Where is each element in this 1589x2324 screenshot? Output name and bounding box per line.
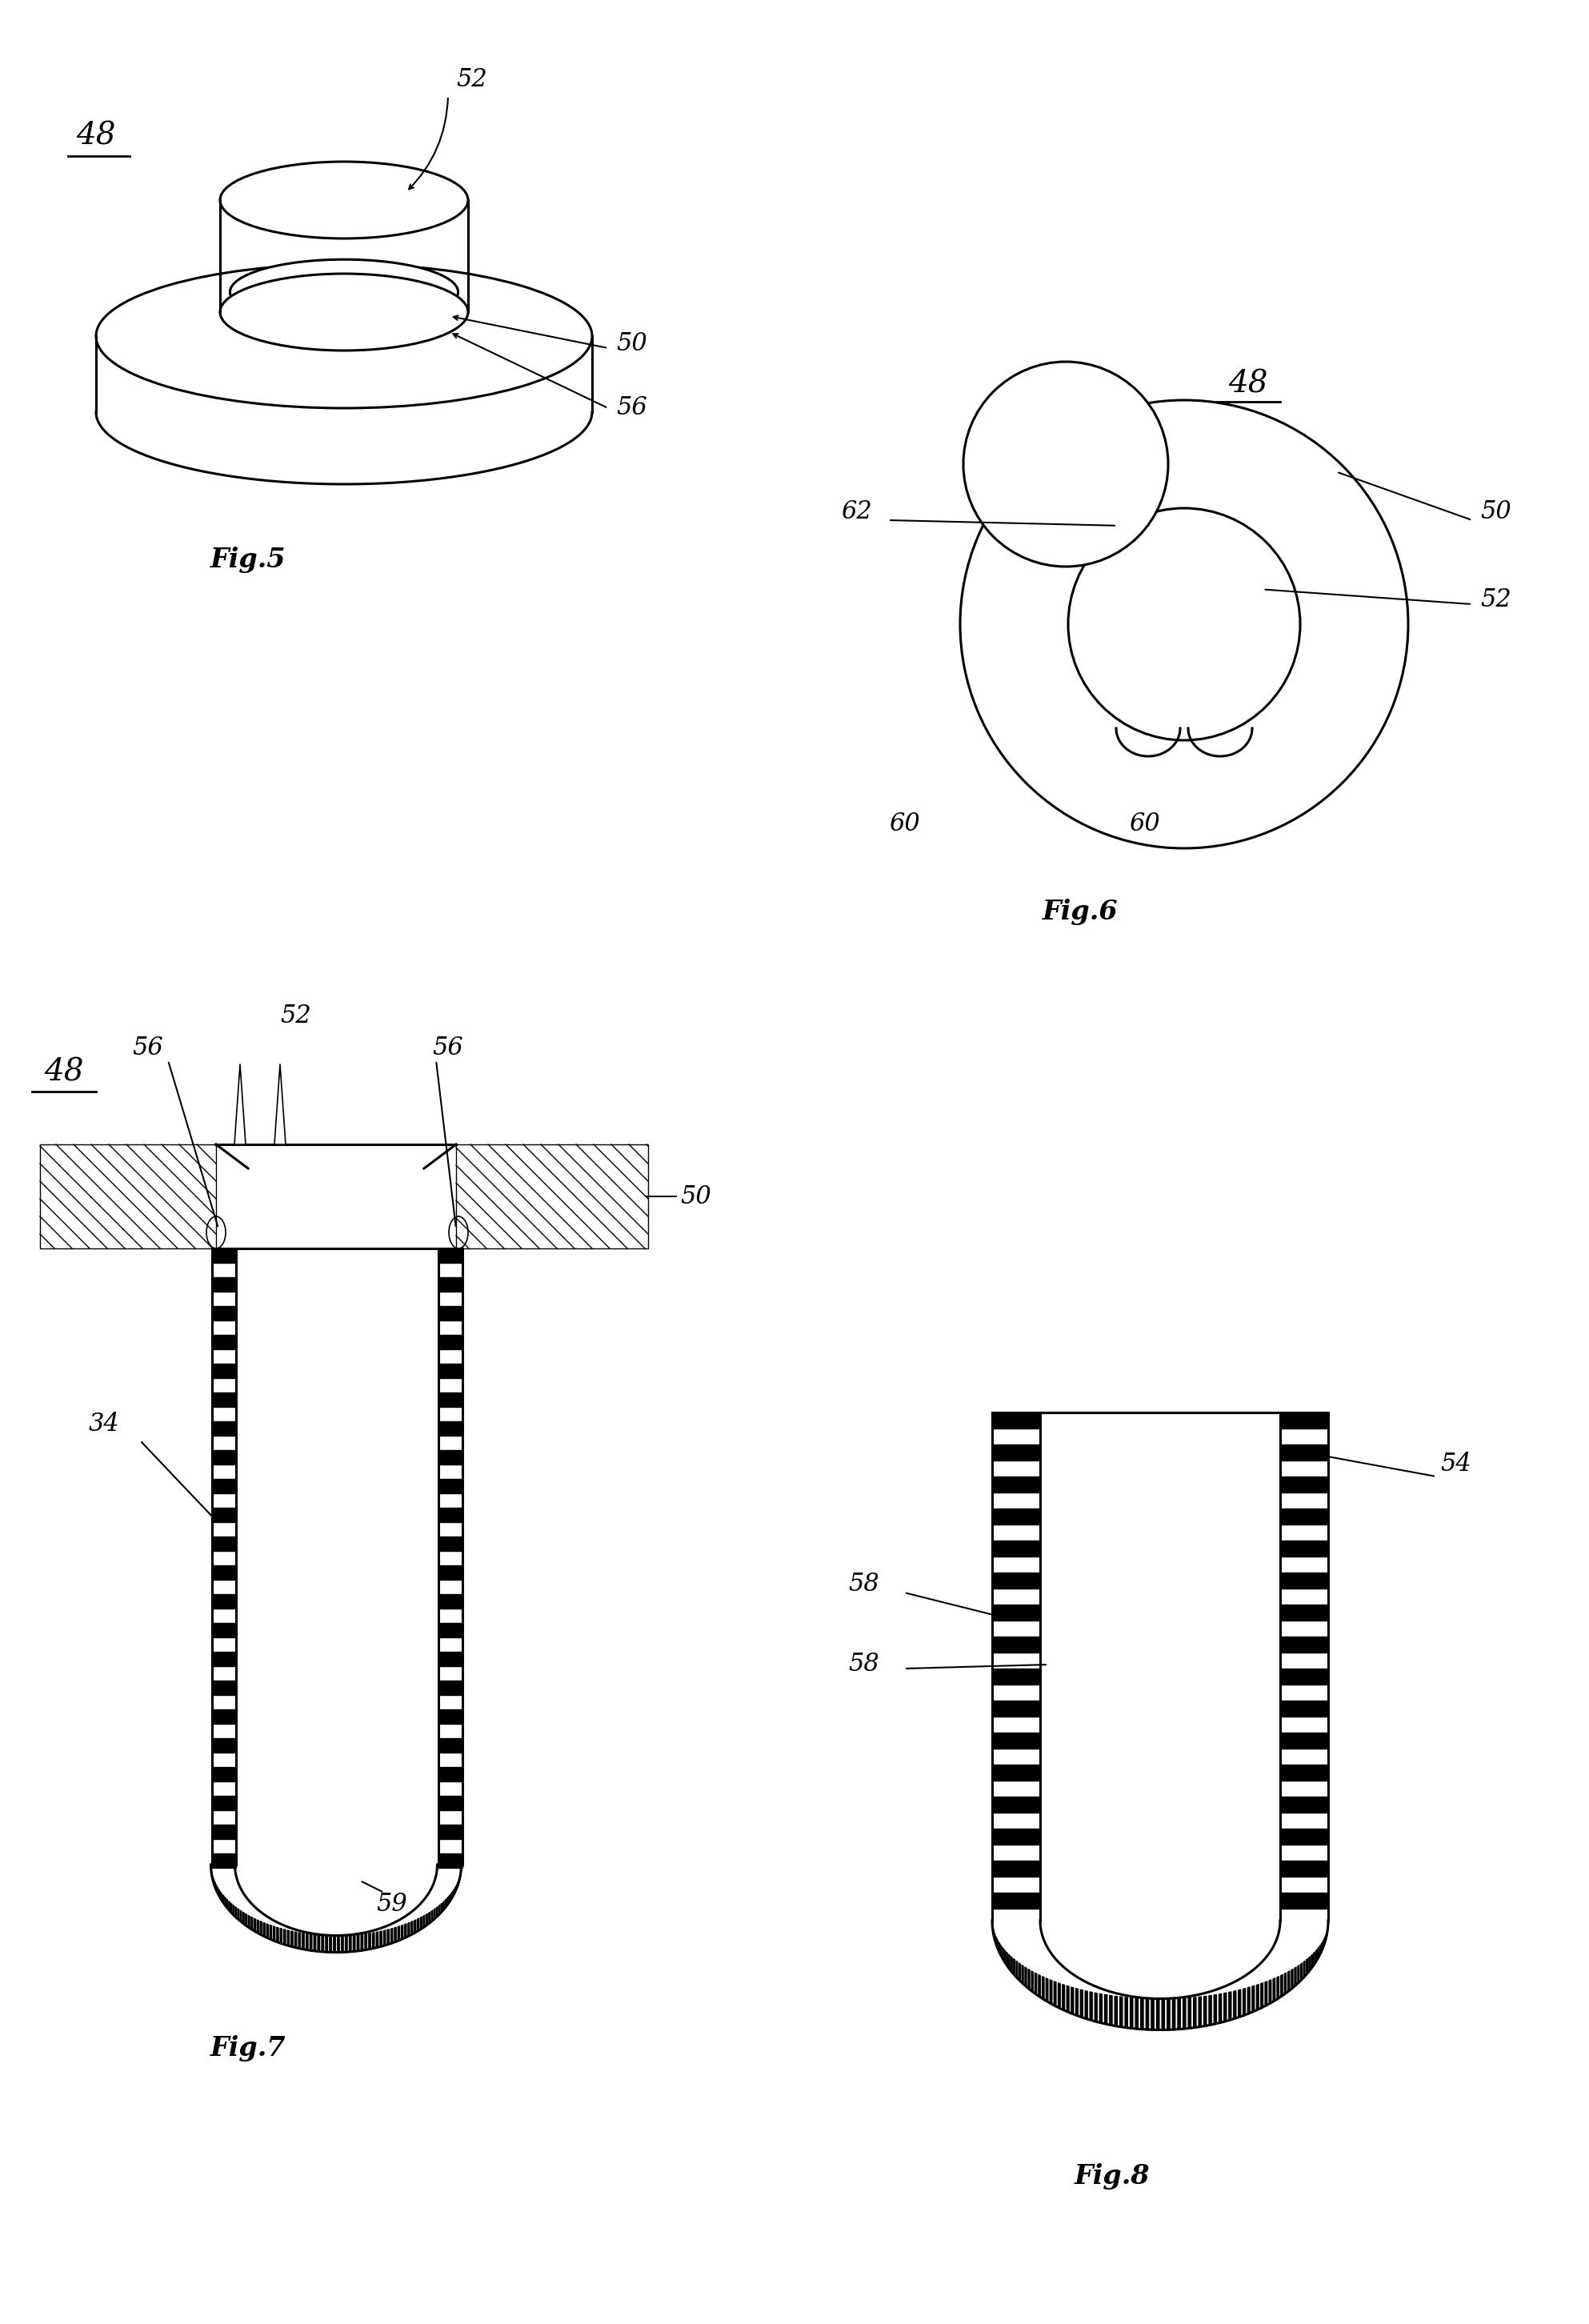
Text: Fig.5: Fig.5 xyxy=(210,546,286,574)
Text: 58: 58 xyxy=(849,1571,880,1597)
Text: 52: 52 xyxy=(281,1004,311,1030)
Text: 34: 34 xyxy=(89,1413,119,1436)
Text: 48: 48 xyxy=(1228,370,1268,400)
Text: 62: 62 xyxy=(841,500,872,525)
Polygon shape xyxy=(235,1064,246,1143)
Ellipse shape xyxy=(95,265,593,409)
Text: Fig.6: Fig.6 xyxy=(1042,899,1119,925)
Text: 56: 56 xyxy=(432,1037,464,1060)
Text: Fig.7: Fig.7 xyxy=(210,2036,286,2061)
Text: 56: 56 xyxy=(617,395,648,421)
Bar xyxy=(40,1143,216,1248)
Text: 59: 59 xyxy=(377,1892,407,1917)
Bar xyxy=(456,1143,648,1248)
Text: 50: 50 xyxy=(1481,500,1511,525)
Ellipse shape xyxy=(230,260,458,325)
Text: 56: 56 xyxy=(132,1037,164,1060)
Text: Fig.8: Fig.8 xyxy=(1074,2164,1150,2189)
Text: 50: 50 xyxy=(680,1183,712,1208)
Circle shape xyxy=(1068,509,1300,741)
Ellipse shape xyxy=(219,274,469,351)
Text: 58: 58 xyxy=(849,1652,880,1678)
Text: 52: 52 xyxy=(1481,588,1511,614)
Text: 60: 60 xyxy=(888,811,920,837)
Ellipse shape xyxy=(219,163,469,239)
Text: 54: 54 xyxy=(1441,1452,1471,1478)
Text: 50: 50 xyxy=(617,332,648,356)
Text: 48: 48 xyxy=(44,1057,84,1088)
Polygon shape xyxy=(275,1064,286,1143)
Circle shape xyxy=(963,363,1168,567)
Text: 48: 48 xyxy=(76,121,116,151)
Circle shape xyxy=(960,400,1408,848)
Text: 52: 52 xyxy=(456,67,488,93)
Text: 60: 60 xyxy=(1128,811,1160,837)
